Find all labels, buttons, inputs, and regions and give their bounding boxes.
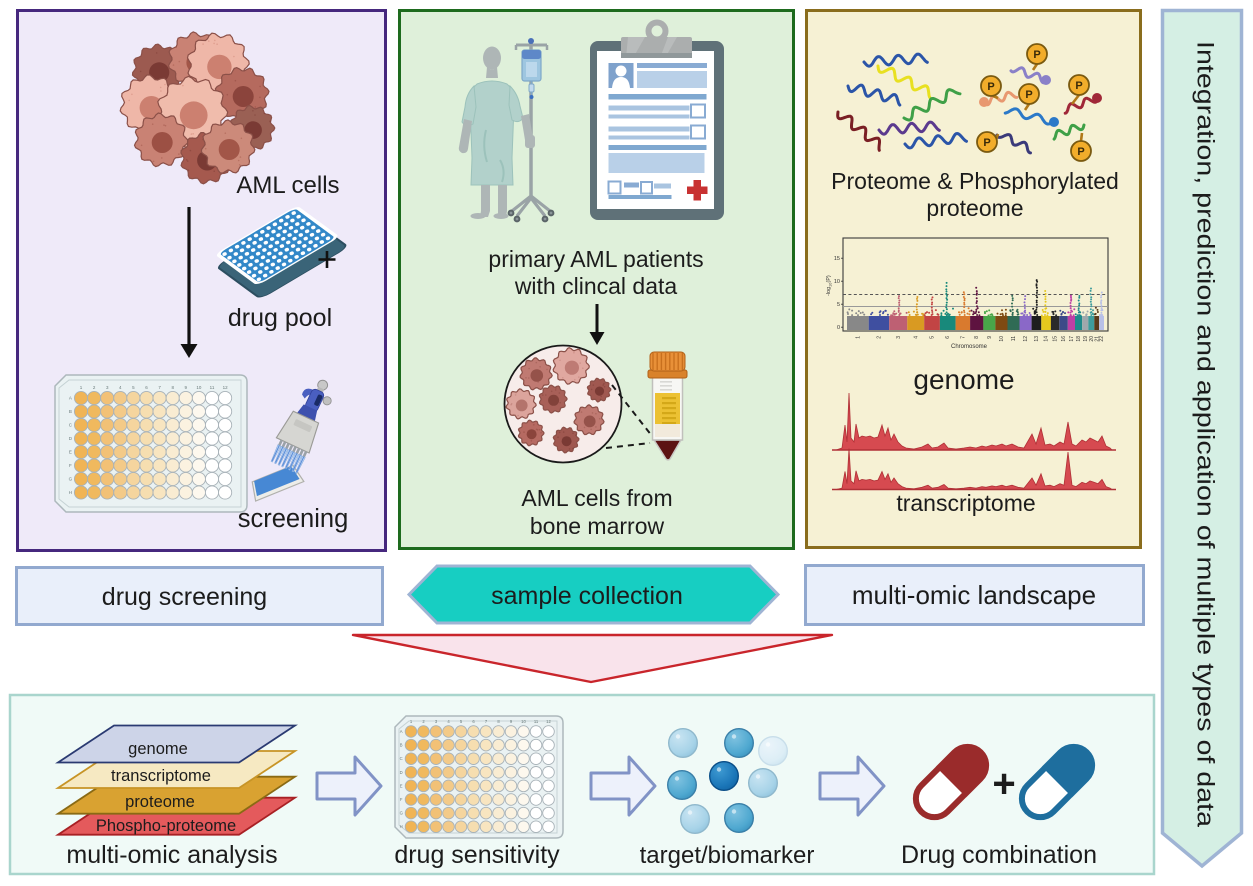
svg-text:0: 0 [837, 325, 840, 331]
svg-text:proteome: proteome [926, 195, 1023, 221]
svg-text:4: 4 [447, 719, 450, 724]
svg-text:5: 5 [460, 719, 463, 724]
svg-text:multi-omic analysis: multi-omic analysis [66, 841, 277, 869]
svg-text:B: B [400, 743, 403, 748]
svg-text:12: 12 [546, 719, 551, 724]
svg-text:H: H [400, 824, 403, 829]
svg-text:13: 13 [1034, 336, 1040, 342]
svg-text:11: 11 [534, 719, 539, 724]
svg-text:1: 1 [80, 385, 83, 390]
svg-text:transcriptome: transcriptome [896, 490, 1035, 516]
svg-text:D: D [400, 770, 403, 775]
svg-text:5: 5 [930, 336, 936, 339]
svg-text:P: P [983, 137, 990, 149]
svg-text:+: + [992, 762, 1015, 806]
svg-text:5: 5 [837, 302, 840, 308]
svg-text:17: 17 [1069, 336, 1075, 342]
svg-text:10: 10 [834, 279, 840, 285]
svg-text:10: 10 [196, 385, 202, 390]
svg-text:10: 10 [999, 336, 1005, 342]
svg-text:6: 6 [472, 719, 475, 724]
svg-text:target/biomarker: target/biomarker [640, 842, 815, 869]
svg-text:Phospho-proteome: Phospho-proteome [96, 817, 236, 835]
svg-text:primary AML patients: primary AML patients [488, 246, 703, 272]
svg-text:1: 1 [410, 719, 413, 724]
svg-text:C: C [400, 756, 403, 761]
svg-text:AML cells: AML cells [236, 172, 339, 199]
svg-text:genome: genome [913, 364, 1014, 395]
svg-text:2: 2 [877, 336, 883, 339]
svg-text:7: 7 [960, 336, 966, 339]
svg-text:P: P [1033, 49, 1040, 61]
svg-text:D: D [69, 436, 73, 441]
svg-text:Chromosome: Chromosome [951, 344, 988, 350]
svg-text:8: 8 [171, 385, 174, 390]
svg-text:with clincal data: with clincal data [514, 273, 678, 299]
svg-text:3: 3 [896, 336, 902, 339]
svg-text:18: 18 [1076, 336, 1082, 342]
svg-text:G: G [400, 811, 403, 816]
svg-text:8: 8 [974, 336, 980, 339]
svg-text:drug screening: drug screening [102, 583, 267, 611]
svg-text:F: F [69, 463, 72, 468]
svg-text:11: 11 [1011, 336, 1017, 341]
svg-text:3: 3 [435, 719, 438, 724]
svg-text:16: 16 [1061, 336, 1067, 342]
svg-text:11: 11 [210, 385, 215, 390]
svg-text:20: 20 [1089, 336, 1095, 342]
svg-text:F: F [400, 797, 403, 802]
svg-text:AML cells from: AML cells from [521, 485, 672, 511]
svg-text:C: C [69, 423, 73, 428]
svg-text:3: 3 [106, 385, 109, 390]
svg-text:Proteome & Phosphorylated: Proteome & Phosphorylated [831, 168, 1119, 194]
svg-text:9: 9 [987, 336, 993, 339]
svg-text:B: B [69, 409, 72, 414]
svg-text:5: 5 [132, 385, 135, 390]
svg-text:19: 19 [1083, 336, 1089, 342]
svg-text:15: 15 [1053, 336, 1059, 342]
svg-text:-log10(P): -log10(P) [826, 275, 833, 296]
svg-text:7: 7 [158, 385, 161, 390]
svg-text:P: P [1075, 80, 1082, 92]
svg-text:A: A [69, 396, 72, 401]
svg-text:10: 10 [521, 719, 526, 724]
svg-text:1: 1 [855, 336, 861, 339]
svg-text:screening: screening [238, 505, 349, 533]
svg-text:P: P [1025, 89, 1032, 101]
svg-text:multi-omic landscape: multi-omic landscape [852, 580, 1096, 610]
svg-text:9: 9 [510, 719, 513, 724]
svg-text:7: 7 [485, 719, 488, 724]
svg-text:drug pool: drug pool [228, 304, 332, 332]
svg-text:9: 9 [185, 385, 188, 390]
svg-text:genome: genome [128, 740, 188, 758]
svg-text:12: 12 [223, 385, 229, 390]
svg-text:Drug combination: Drug combination [901, 841, 1097, 869]
svg-text:2: 2 [422, 719, 425, 724]
svg-text:12: 12 [1023, 336, 1029, 342]
svg-text:A: A [400, 729, 403, 734]
svg-text:8: 8 [497, 719, 500, 724]
svg-text:22: 22 [1099, 336, 1105, 342]
svg-text:P: P [1077, 146, 1084, 158]
svg-text:sample collection: sample collection [491, 582, 683, 610]
svg-text:14: 14 [1044, 336, 1050, 342]
svg-text:G: G [69, 477, 73, 482]
svg-text:H: H [69, 490, 72, 495]
svg-text:bone marrow: bone marrow [530, 513, 665, 539]
svg-text:4: 4 [119, 385, 122, 390]
svg-text:transcriptome: transcriptome [111, 767, 211, 785]
svg-text:E: E [400, 783, 403, 788]
svg-text:6: 6 [945, 336, 951, 339]
svg-text:Integration, prediction and ap: Integration, prediction and application … [1192, 41, 1219, 828]
svg-text:15: 15 [834, 256, 840, 262]
svg-text:proteome: proteome [125, 793, 195, 811]
svg-text:4: 4 [913, 336, 919, 339]
svg-text:drug sensitivity: drug sensitivity [394, 841, 560, 869]
svg-text:21: 21 [1094, 336, 1100, 342]
svg-text:E: E [69, 450, 72, 455]
svg-text:2: 2 [93, 385, 96, 390]
svg-text:P: P [987, 81, 994, 93]
svg-text:6: 6 [145, 385, 148, 390]
